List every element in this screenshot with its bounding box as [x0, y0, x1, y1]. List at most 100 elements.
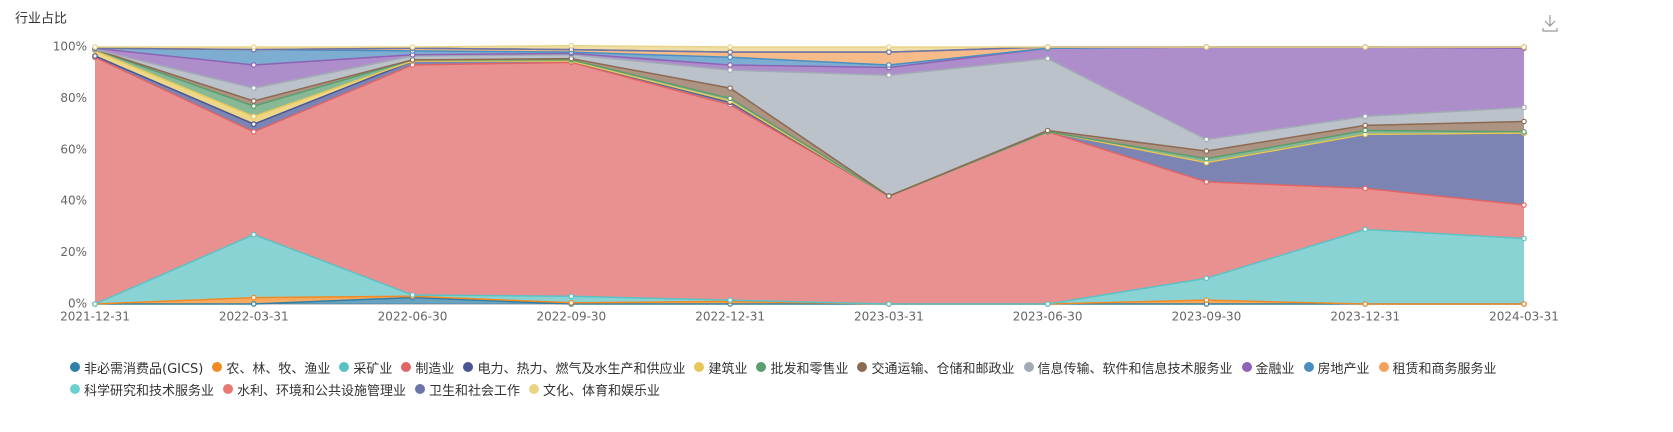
- data-point: [409, 292, 416, 298]
- legend-item[interactable]: 房地产业: [1303, 358, 1370, 377]
- data-point: [727, 85, 733, 91]
- legend-swatch: [529, 384, 540, 394]
- legend-item[interactable]: 文化、体育和娱乐业: [529, 380, 661, 399]
- series-line: [95, 296, 1524, 305]
- legend-item[interactable]: 非必需消费品(GICS): [70, 358, 203, 377]
- data-point: [886, 44, 892, 50]
- data-point: [250, 231, 257, 238]
- data-point: [1521, 118, 1527, 125]
- legend-item[interactable]: 卫生和社会工作: [415, 380, 521, 399]
- x-tick-label: 2022-09-30: [536, 310, 606, 324]
- legend-item[interactable]: 采矿业: [339, 358, 392, 377]
- data-point: [1203, 44, 1210, 50]
- data-point: [1362, 226, 1369, 233]
- area-fill: [95, 47, 1524, 65]
- data-point: [1203, 275, 1210, 282]
- data-point: [250, 121, 257, 127]
- data-point: [1521, 202, 1527, 208]
- data-point: [250, 294, 257, 301]
- legend-item[interactable]: 交通运输、仓储和邮政业: [857, 358, 1015, 377]
- legend-item[interactable]: 电力、热力、燃气及水生产和供应业: [463, 358, 686, 377]
- data-point: [250, 103, 257, 109]
- legend-swatch: [212, 362, 223, 372]
- data-point: [1203, 297, 1210, 303]
- legend-label: 卫生和社会工作: [429, 383, 521, 399]
- legend-label: 科学研究和技术服务业: [84, 383, 215, 399]
- data-point: [1521, 44, 1527, 50]
- data-point: [92, 44, 98, 50]
- data-point: [250, 301, 257, 307]
- legend-label: 批发和零售业: [770, 361, 849, 377]
- data-point: [1044, 127, 1051, 134]
- y-tick-label: 20%: [60, 245, 87, 259]
- data-point: [1521, 129, 1527, 135]
- legend-swatch: [401, 362, 412, 372]
- legend-label: 信息传输、软件和信息技术服务业: [1037, 361, 1233, 377]
- legend-item[interactable]: 建筑业: [694, 358, 747, 377]
- y-tick-label: 100%: [53, 40, 87, 54]
- legend-label: 租赁和商务服务业: [1392, 361, 1497, 377]
- x-tick-label: 2022-12-31: [695, 310, 765, 324]
- download-icon[interactable]: [1542, 15, 1558, 32]
- data-point: [1362, 44, 1369, 50]
- data-point: [568, 293, 575, 300]
- legend-swatch: [857, 362, 868, 372]
- legend-swatch: [1241, 362, 1252, 372]
- chart-title: 行业占比: [15, 12, 67, 27]
- data-point: [1044, 44, 1051, 50]
- data-point: [1044, 301, 1051, 307]
- data-point: [1521, 235, 1527, 242]
- data-point: [1203, 155, 1210, 162]
- y-tick-label: 40%: [60, 194, 87, 208]
- x-tick-label: 2024-03-31: [1489, 310, 1559, 324]
- y-tick-label: 80%: [60, 91, 87, 105]
- data-point: [250, 98, 257, 104]
- legend-label: 农、林、牧、渔业: [226, 361, 331, 377]
- area-fill: [95, 47, 1524, 140]
- data-point: [1362, 113, 1369, 120]
- area-fill: [95, 47, 1524, 68]
- x-tick-label: 2022-06-30: [378, 310, 448, 324]
- legend-item[interactable]: 农、林、牧、渔业: [212, 358, 331, 377]
- data-point: [1362, 122, 1369, 129]
- x-tick-label: 2023-03-31: [854, 310, 924, 324]
- legend-swatch: [463, 362, 474, 372]
- data-point: [92, 53, 98, 59]
- legend-item[interactable]: 租赁和商务服务业: [1378, 358, 1497, 377]
- legend-swatch: [1023, 362, 1034, 372]
- data-point: [727, 49, 733, 55]
- x-tick-label: 2023-09-30: [1172, 310, 1242, 324]
- area-fill: [95, 55, 1524, 206]
- data-point: [886, 49, 892, 55]
- data-point: [1203, 179, 1210, 185]
- legend-swatch: [70, 384, 80, 394]
- legend-label: 电力、热力、燃气及水生产和供应业: [477, 361, 686, 377]
- legend-item[interactable]: 信息传输、软件和信息技术服务业: [1023, 358, 1233, 377]
- legend-item[interactable]: 批发和零售业: [756, 358, 849, 377]
- data-point: [1044, 55, 1051, 62]
- legend-swatch: [756, 362, 767, 372]
- data-point: [727, 62, 733, 68]
- legend-item[interactable]: 科学研究和技术服务业: [70, 380, 215, 399]
- data-point: [727, 297, 733, 303]
- download-glyph[interactable]: [1542, 15, 1558, 32]
- data-point: [1203, 148, 1210, 154]
- data-point: [250, 129, 257, 135]
- data-point: [568, 299, 575, 306]
- data-point: [727, 67, 733, 73]
- data-point: [1521, 104, 1527, 111]
- legend-label: 交通运输、仓储和邮政业: [871, 361, 1015, 377]
- x-tick-label: 2023-12-31: [1330, 310, 1400, 324]
- legend-item[interactable]: 水利、环境和公共设施管理业: [223, 380, 406, 399]
- legend-label: 文化、体育和娱乐业: [543, 383, 661, 399]
- legend-swatch: [1378, 362, 1389, 372]
- data-point: [409, 44, 416, 50]
- data-point: [727, 44, 733, 50]
- legend-swatch: [1303, 362, 1314, 372]
- data-point: [886, 62, 892, 68]
- legend-item[interactable]: 金融业: [1241, 358, 1295, 377]
- chart: 行业占比 0% 20% 40% 60% 80% 100% 2021-12-31 2022-03…: [15, 12, 1559, 324]
- legend-label: 制造业: [415, 361, 455, 377]
- legend-item[interactable]: 制造业: [401, 358, 455, 377]
